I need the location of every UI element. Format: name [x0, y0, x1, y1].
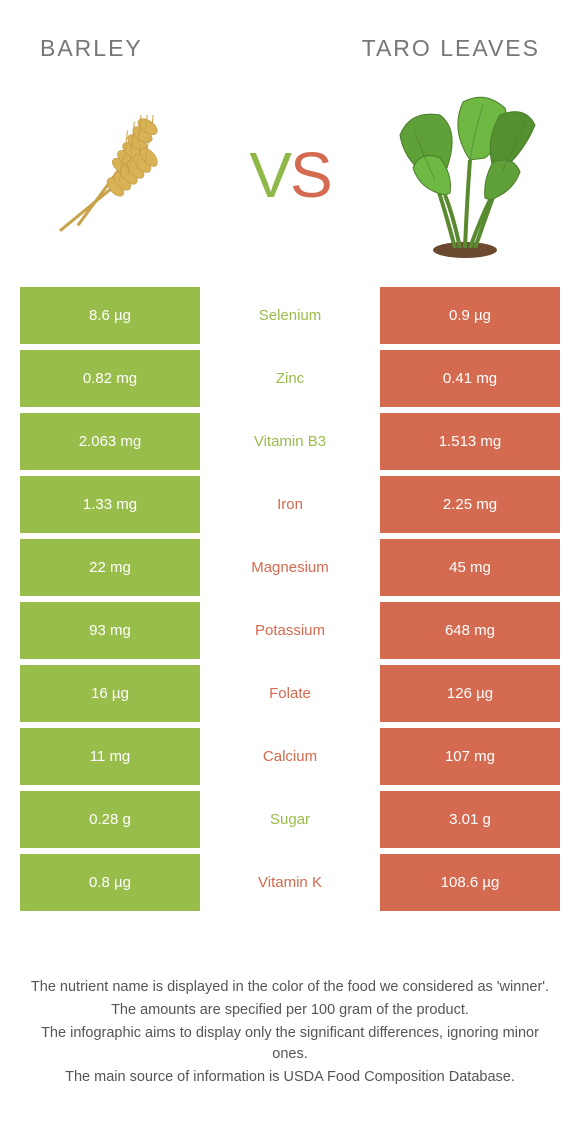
cell-right-value: 2.25 mg: [380, 476, 560, 533]
vs-label: VS: [249, 138, 330, 212]
cell-left-value: 0.8 µg: [20, 854, 200, 911]
taro-image: [375, 90, 555, 260]
cell-right-value: 108.6 µg: [380, 854, 560, 911]
cell-right-value: 0.41 mg: [380, 350, 560, 407]
cell-left-value: 11 mg: [20, 728, 200, 785]
cell-left-value: 0.28 g: [20, 791, 200, 848]
table-row: 2.063 mgVitamin B31.513 mg: [20, 413, 560, 470]
cell-left-value: 93 mg: [20, 602, 200, 659]
cell-nutrient-name: Vitamin K: [200, 854, 380, 911]
cell-right-value: 107 mg: [380, 728, 560, 785]
taro-icon: [385, 90, 545, 260]
cell-right-value: 3.01 g: [380, 791, 560, 848]
barley-icon: [30, 115, 200, 235]
cell-nutrient-name: Vitamin B3: [200, 413, 380, 470]
barley-image: [25, 90, 205, 260]
cell-left-value: 0.82 mg: [20, 350, 200, 407]
footer-line: The infographic aims to display only the…: [30, 1023, 550, 1065]
cell-nutrient-name: Folate: [200, 665, 380, 722]
table-row: 22 mgMagnesium45 mg: [20, 539, 560, 596]
footer-line: The main source of information is USDA F…: [30, 1067, 550, 1088]
footer-line: The amounts are specified per 100 gram o…: [30, 1000, 550, 1021]
cell-nutrient-name: Iron: [200, 476, 380, 533]
footer-line: The nutrient name is displayed in the co…: [30, 977, 550, 998]
cell-nutrient-name: Magnesium: [200, 539, 380, 596]
header: Barley Taro Leaves: [0, 0, 580, 77]
table-row: 8.6 µgSelenium0.9 µg: [20, 287, 560, 344]
cell-right-value: 0.9 µg: [380, 287, 560, 344]
table-row: 0.8 µgVitamin K108.6 µg: [20, 854, 560, 911]
footer-notes: The nutrient name is displayed in the co…: [0, 917, 580, 1088]
table-row: 16 µgFolate126 µg: [20, 665, 560, 722]
cell-nutrient-name: Zinc: [200, 350, 380, 407]
cell-right-value: 648 mg: [380, 602, 560, 659]
cell-right-value: 1.513 mg: [380, 413, 560, 470]
nutrient-table: 8.6 µgSelenium0.9 µg 0.82 mgZinc0.41 mg 2.…: [0, 287, 580, 911]
cell-nutrient-name: Potassium: [200, 602, 380, 659]
vs-v: V: [249, 139, 290, 211]
cell-left-value: 8.6 µg: [20, 287, 200, 344]
cell-right-value: 126 µg: [380, 665, 560, 722]
title-left: Barley: [40, 35, 143, 62]
title-right: Taro Leaves: [362, 35, 540, 62]
table-row: 11 mgCalcium107 mg: [20, 728, 560, 785]
images-row: VS: [0, 77, 580, 287]
table-row: 93 mgPotassium648 mg: [20, 602, 560, 659]
cell-nutrient-name: Selenium: [200, 287, 380, 344]
cell-right-value: 45 mg: [380, 539, 560, 596]
cell-nutrient-name: Sugar: [200, 791, 380, 848]
table-row: 1.33 mgIron2.25 mg: [20, 476, 560, 533]
table-row: 0.28 gSugar3.01 g: [20, 791, 560, 848]
cell-left-value: 22 mg: [20, 539, 200, 596]
cell-left-value: 2.063 mg: [20, 413, 200, 470]
vs-s: S: [290, 139, 331, 211]
table-row: 0.82 mgZinc0.41 mg: [20, 350, 560, 407]
cell-left-value: 16 µg: [20, 665, 200, 722]
cell-nutrient-name: Calcium: [200, 728, 380, 785]
cell-left-value: 1.33 mg: [20, 476, 200, 533]
